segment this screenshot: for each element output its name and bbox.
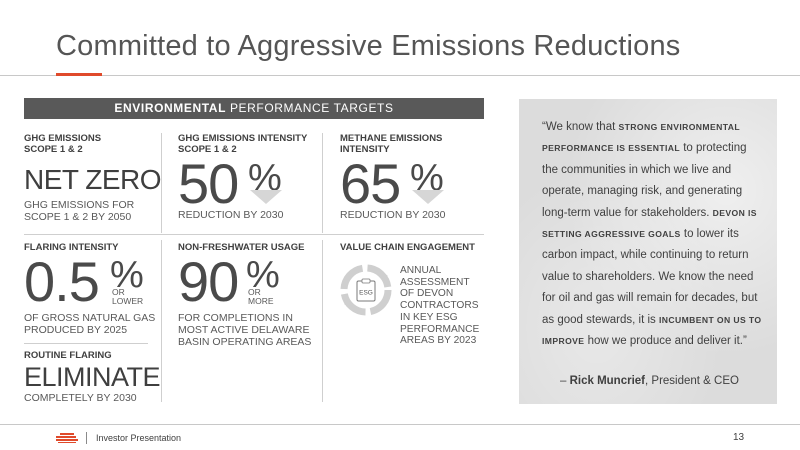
flaring-label: FLARING INTENSITY <box>24 242 119 253</box>
target-ghg-intensity: GHG EMISSIONS INTENSITY SCOPE 1 & 2 50 %… <box>178 133 318 233</box>
target-routine-flaring: ROUTINE FLARING ELIMINATE COMPLETELY BY … <box>24 350 161 404</box>
divider-h-mid <box>24 234 484 235</box>
target-value-chain: VALUE CHAIN ENGAGEMENT <box>340 242 485 253</box>
water-sub: FOR COMPLETIONS IN MOST ACTIVE DELAWARE … <box>178 312 312 348</box>
quote-bold-3: incumbent on us to improve <box>542 314 762 347</box>
ghg-label: GHG EMISSIONS SCOPE 1 & 2 <box>24 133 102 155</box>
flaring-value: 0.5 <box>24 250 100 313</box>
ghg-intensity-value: 50 <box>178 152 239 215</box>
quote-part-1: “We know that <box>542 121 619 133</box>
ghg-sub: GHG EMISSIONS FOR SCOPE 1 & 2 BY 2050 <box>24 199 135 223</box>
footer-separator <box>86 432 87 444</box>
methane-sub: REDUCTION BY 2030 <box>340 209 446 221</box>
esg-cycle-icon: ESG <box>340 264 392 316</box>
divider-v1-top <box>161 133 162 233</box>
title-accent-bar <box>56 73 102 76</box>
footer-divider <box>0 424 800 425</box>
section-banner: ENVIRONMENTAL PERFORMANCE TARGETS <box>24 98 484 119</box>
ghg-intensity-sub: REDUCTION BY 2030 <box>178 209 284 221</box>
target-ghg: GHG EMISSIONS SCOPE 1 & 2 NET ZERO GHG E… <box>24 133 162 223</box>
quote-bold-2: Devon is setting aggressive goals <box>542 207 757 240</box>
ghg-value: NET ZERO <box>24 164 162 195</box>
flaring-unit: % <box>110 254 144 296</box>
quote-attribution: – Rick Muncrief, President & CEO <box>560 375 760 387</box>
routine-flaring-value: ELIMINATE <box>24 362 161 392</box>
down-arrow-icon <box>250 190 282 204</box>
quote-panel <box>519 99 777 404</box>
down-arrow-icon <box>412 190 444 204</box>
attr-dash: – <box>560 375 570 387</box>
divider-v1-bottom <box>161 240 162 402</box>
routine-flaring-sub: COMPLETELY BY 2030 <box>24 392 137 404</box>
divider-v2-top <box>322 133 323 233</box>
methane-label: METHANE EMISSIONS INTENSITY <box>340 133 443 155</box>
quote-bold-1: strong environmental performance is esse… <box>542 122 740 154</box>
flaring-qualifier: OR LOWER <box>112 287 144 306</box>
ghg-intensity-label: GHG EMISSIONS INTENSITY SCOPE 1 & 2 <box>178 133 308 155</box>
divider-v2-bottom <box>322 240 323 402</box>
routine-flaring-label: ROUTINE FLARING <box>24 350 112 361</box>
banner-bold: ENVIRONMENTAL <box>114 101 226 115</box>
attr-name: Rick Muncrief <box>569 375 646 387</box>
flaring-sub: OF GROSS NATURAL GAS PRODUCED BY 2025 <box>24 312 156 336</box>
water-label: NON-FRESHWATER USAGE <box>178 242 305 253</box>
footer-label: Investor Presentation <box>96 433 182 443</box>
methane-value: 65 <box>340 152 401 215</box>
banner-rest: PERFORMANCE TARGETS <box>229 101 394 115</box>
value-chain-sub: ANNUAL ASSESSMENT OF DEVON CONTRACTORS I… <box>400 265 480 347</box>
divider-h-flaring <box>24 343 148 344</box>
quote-part-2: to protecting the communities in which w… <box>542 142 747 219</box>
page-number: 13 <box>733 432 745 443</box>
water-unit: % <box>246 254 280 296</box>
target-water: NON-FRESHWATER USAGE 90 % OR MORE FOR CO… <box>178 242 318 362</box>
title-divider <box>0 75 800 76</box>
page-title: Committed to Aggressive Emissions Reduct… <box>56 30 681 62</box>
value-chain-label: VALUE CHAIN ENGAGEMENT <box>340 242 475 253</box>
quote-part-4: how we produce and deliver it.” <box>584 335 747 348</box>
devon-logo-icon <box>56 433 78 443</box>
water-qualifier: OR MORE <box>248 287 274 306</box>
target-flaring: FLARING INTENSITY 0.5 % OR LOWER OF GROS… <box>24 242 159 342</box>
esg-icon-text: ESG <box>359 290 373 297</box>
quote-part-3: to lower its carbon impact, while contin… <box>542 228 758 326</box>
attr-title: , President & CEO <box>645 375 739 387</box>
ceo-quote: “We know that strong environmental perfo… <box>542 117 762 352</box>
target-methane: METHANE EMISSIONS INTENSITY 65 % REDUCTI… <box>340 133 485 233</box>
water-value: 90 <box>178 250 239 313</box>
